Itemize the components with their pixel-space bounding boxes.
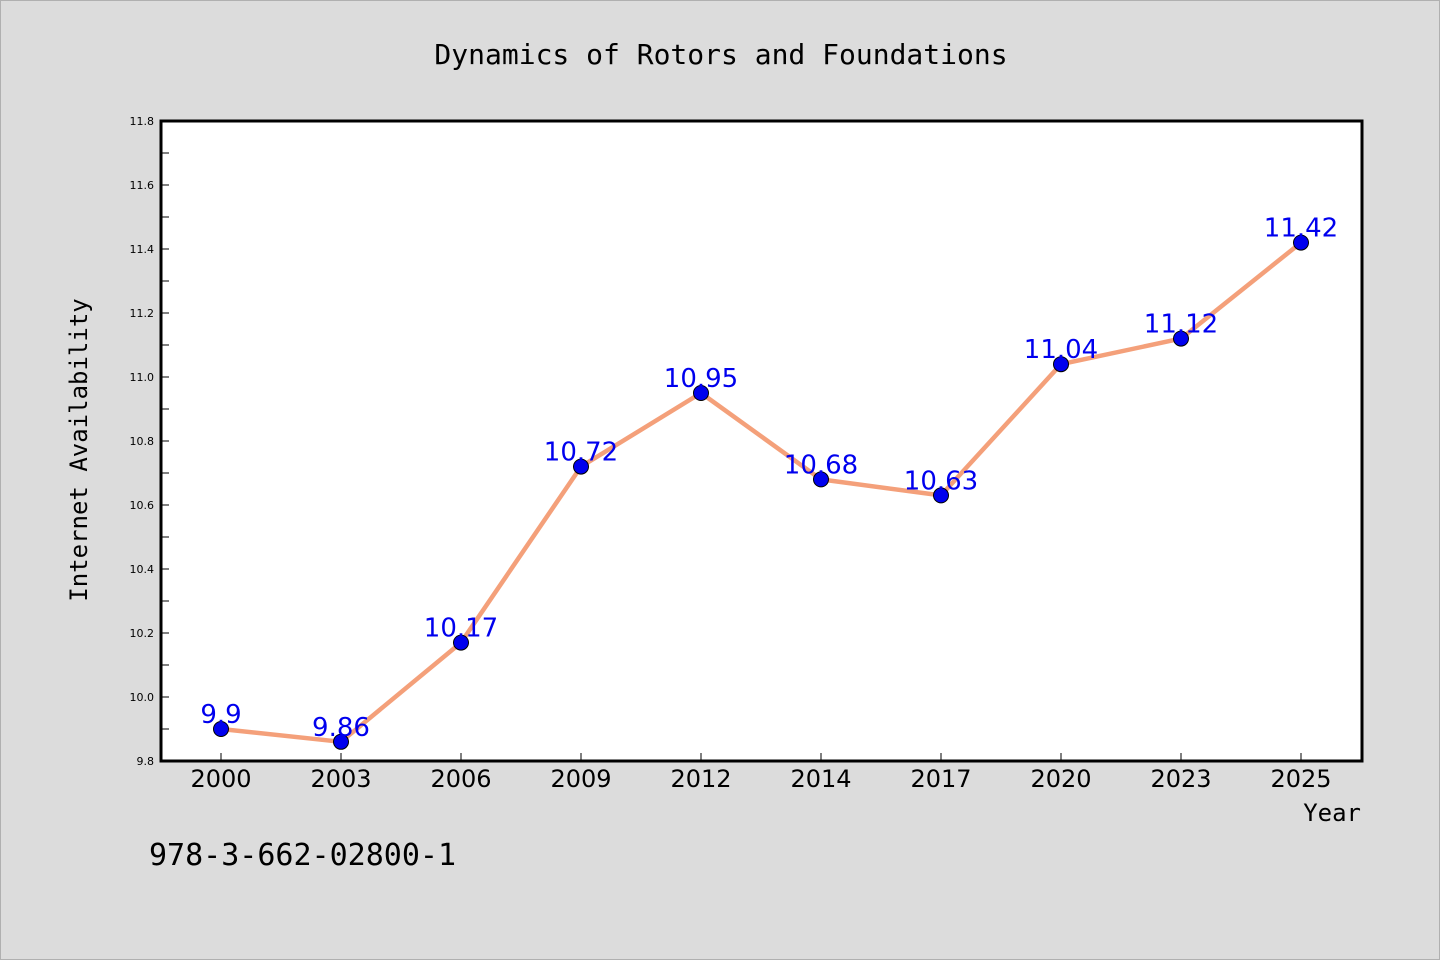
data-label: 9.86 <box>312 713 370 743</box>
data-point <box>693 385 709 401</box>
y-tick-label: 10.8 <box>130 435 155 448</box>
y-tick-label: 11.8 <box>130 115 155 128</box>
footer-note: 978-3-662-02800-1 <box>149 838 456 873</box>
x-tick-label: 2014 <box>790 765 851 793</box>
data-label: 9.9 <box>200 700 241 730</box>
data-label: 11.12 <box>1144 310 1218 340</box>
data-label: 10.72 <box>544 438 618 468</box>
x-tick-label: 2006 <box>430 765 491 793</box>
x-tick-label: 2000 <box>190 765 251 793</box>
plot-area <box>159 119 1364 763</box>
y-axis: 9.8 10.0 10.2 10.4 10.6 10.8 11.0 11.2 11.4 11.6 1… <box>130 115 169 768</box>
data-point <box>1293 234 1309 251</box>
series-line-group <box>218 240 1304 745</box>
x-tick-label: 2012 <box>670 765 731 793</box>
y-tick-label: 11.2 <box>130 307 155 320</box>
data-labels: 9.9 9.86 10.17 10.72 10.95 10.68 10.63 11.04 11.… <box>200 214 1338 743</box>
x-tick-label: 2017 <box>910 765 971 793</box>
series-line <box>218 240 1304 745</box>
x-axis-label: Year <box>1303 799 1361 827</box>
x-tick-label: 2003 <box>310 765 371 793</box>
data-label: 10.68 <box>784 450 858 480</box>
y-tick-label: 9.8 <box>137 755 155 768</box>
x-tick-label: 2023 <box>1150 765 1211 793</box>
x-tick-label: 2009 <box>550 765 611 793</box>
data-point <box>933 487 949 504</box>
data-point <box>1053 356 1069 373</box>
data-point <box>573 458 589 475</box>
x-tick-label: 2025 <box>1270 765 1331 793</box>
data-point <box>1173 330 1189 347</box>
data-label: 11.42 <box>1264 214 1338 244</box>
y-axis-label: Internet Availability <box>65 298 93 601</box>
y-tick-label: 10.6 <box>130 499 155 512</box>
data-point <box>813 471 829 488</box>
data-label: 10.63 <box>904 466 978 496</box>
y-tick-label: 11.0 <box>130 371 155 384</box>
series-markers <box>213 234 1309 750</box>
x-tick-label: 2020 <box>1030 765 1091 793</box>
data-point <box>333 733 349 750</box>
data-point <box>453 634 469 651</box>
y-tick-label: 10.4 <box>130 563 155 576</box>
data-label: 11.04 <box>1024 335 1098 365</box>
y-tick-label: 10.0 <box>130 691 155 704</box>
y-tick-label: 11.4 <box>130 243 155 256</box>
data-label: 10.95 <box>664 364 738 394</box>
chart-title: Dynamics of Rotors and Foundations <box>434 38 1007 71</box>
x-axis: 2000 2003 2006 2009 2012 2014 2017 2020 2023 2025 <box>190 753 1332 793</box>
y-tick-label: 11.6 <box>130 179 155 192</box>
y-tick-label: 10.2 <box>130 627 155 640</box>
data-label: 10.17 <box>424 614 498 644</box>
data-point <box>213 721 229 737</box>
